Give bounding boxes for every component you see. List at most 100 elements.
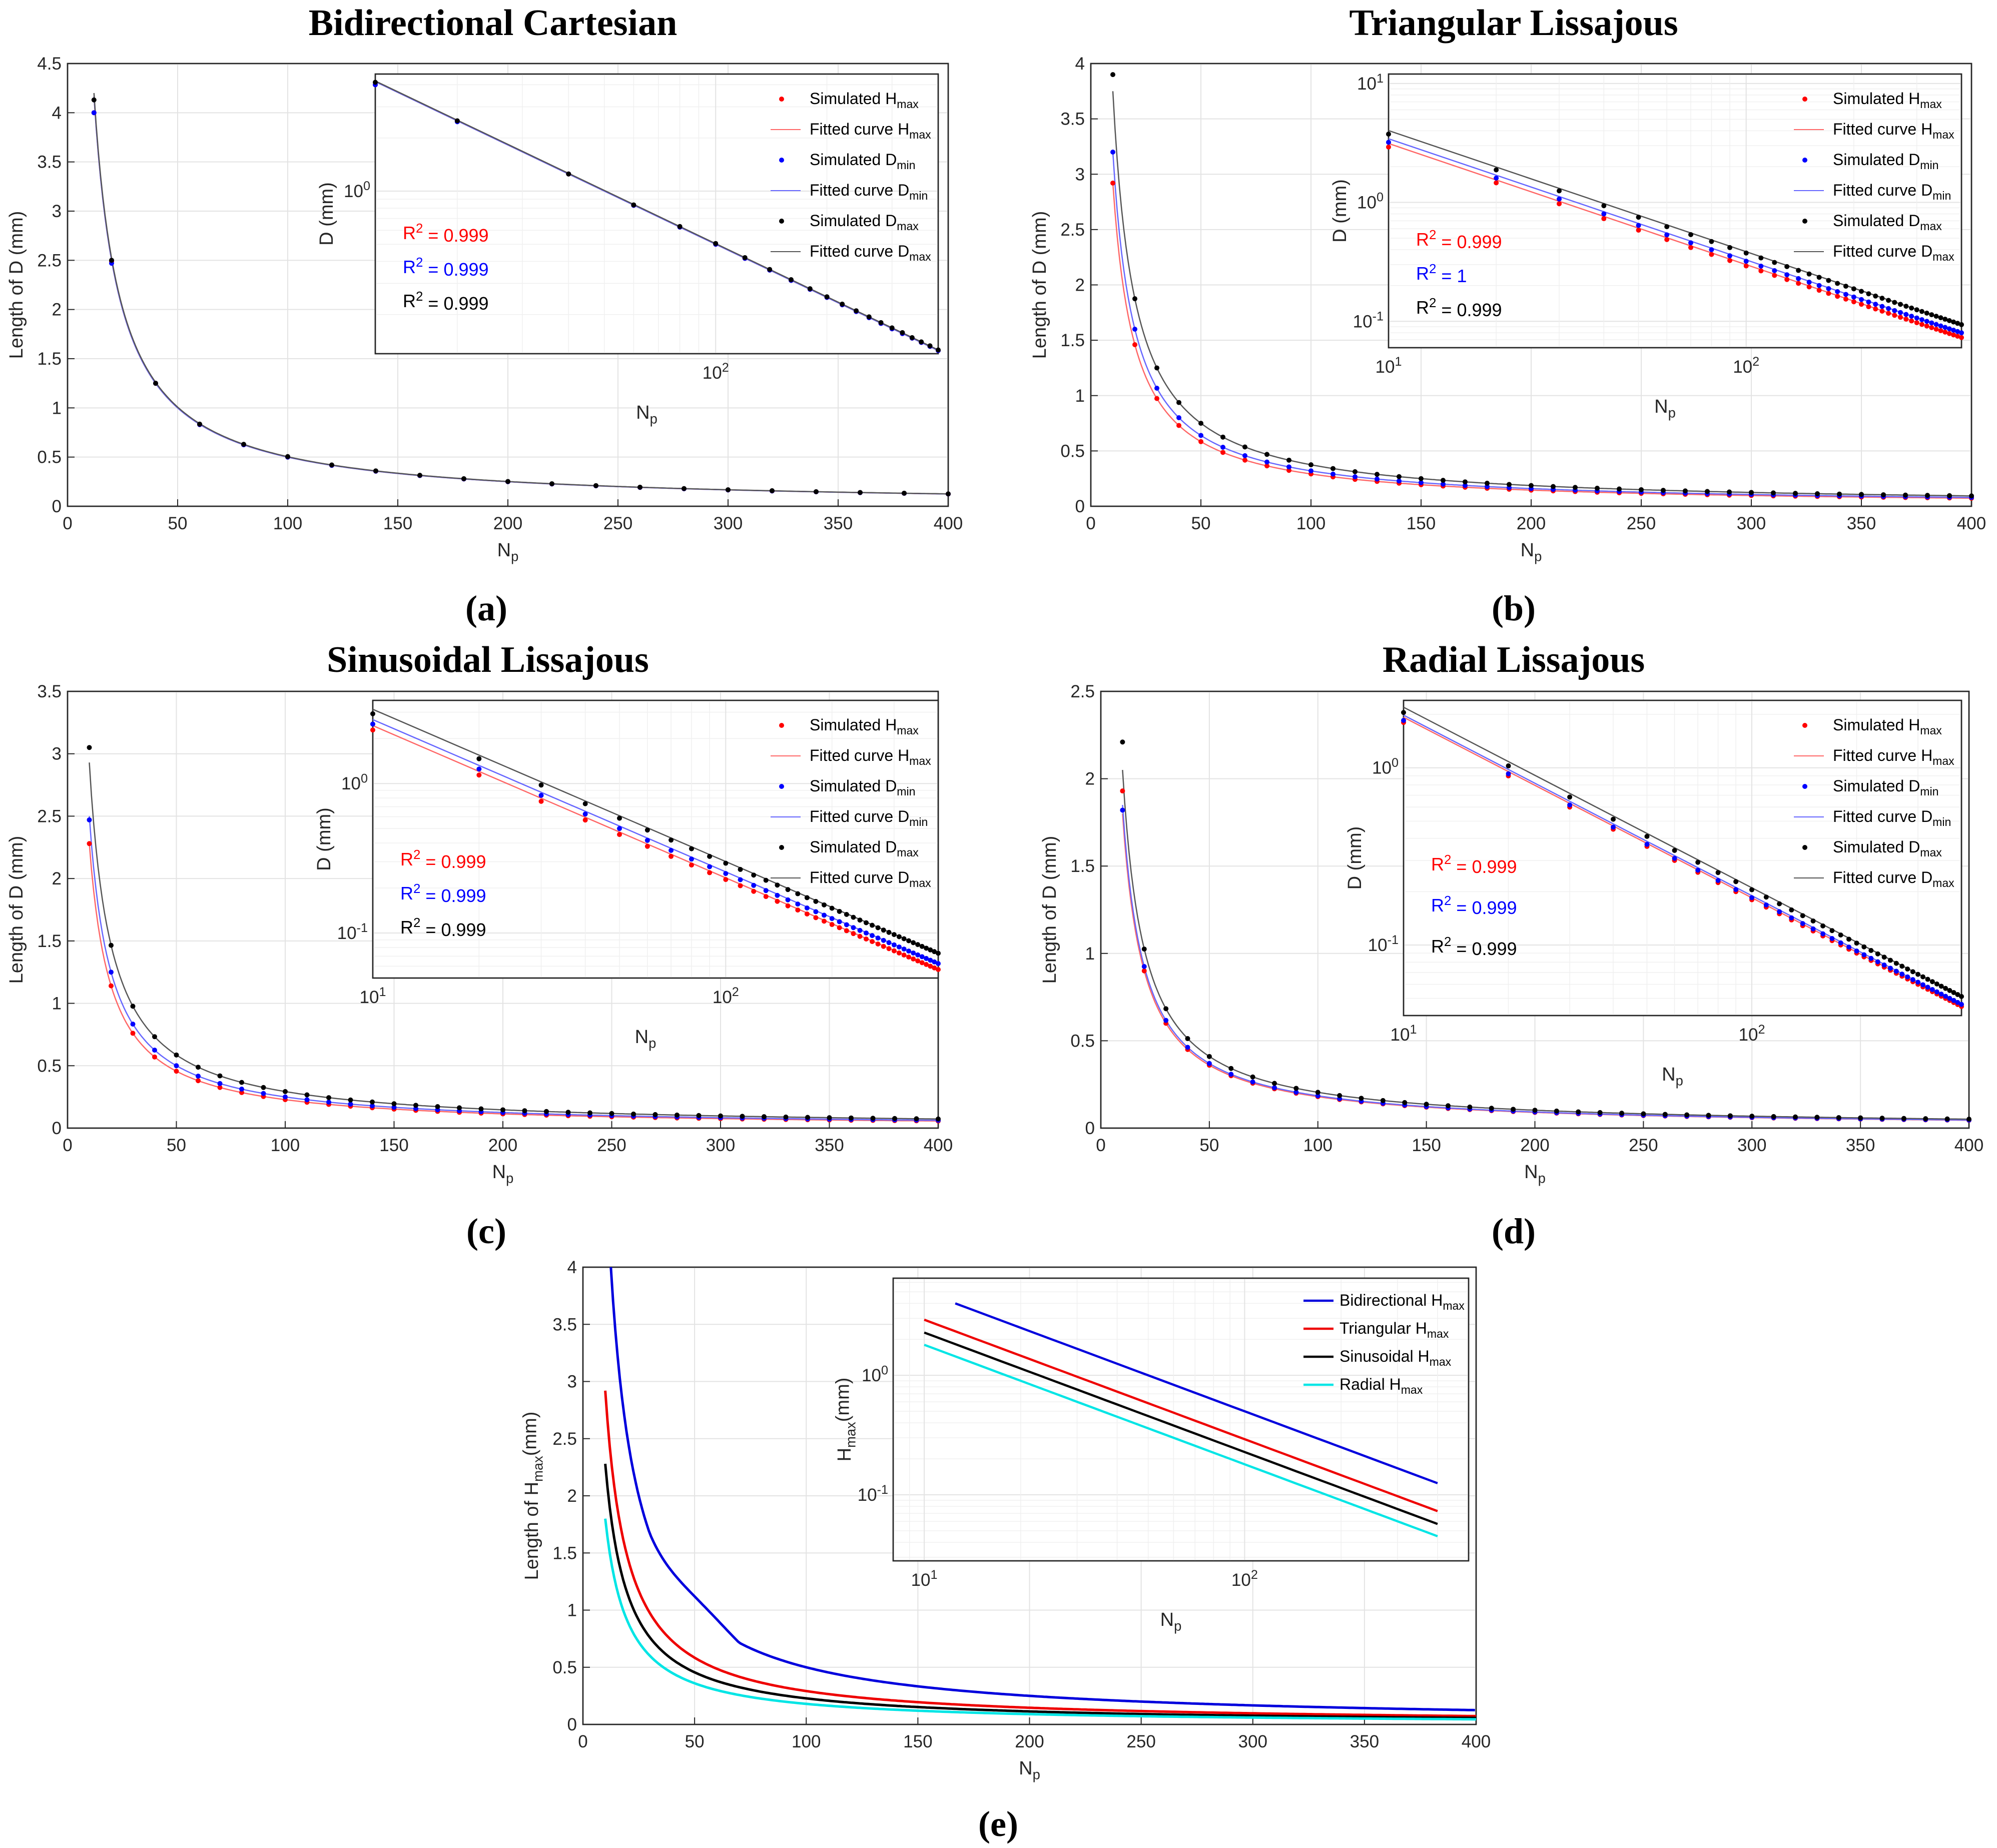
data-point-dmax — [1793, 1114, 1798, 1120]
legend-label: Simulated Dmax — [810, 838, 919, 859]
fitted-curve-dmax — [1122, 770, 1969, 1120]
inset-data-point-dmin — [775, 892, 780, 898]
legend-marker — [1802, 845, 1807, 850]
data-point-dmax — [1901, 1116, 1906, 1121]
inset-data-point-dmax — [1789, 907, 1794, 912]
inset-data-point-dmax — [1763, 894, 1769, 900]
inset-data-point-dmin — [1959, 330, 1964, 336]
y-tick-label: 2.5 — [1060, 220, 1085, 240]
x-tick-label: 100 — [273, 514, 302, 533]
inset-data-point-dmax — [932, 949, 937, 955]
inset-data-point-dmax — [1749, 887, 1754, 892]
inset-data-point-dmax — [669, 837, 674, 843]
data-point-dmax — [936, 1116, 941, 1122]
inset-data-point-dmin — [1892, 308, 1897, 313]
inset-data-point-hmax — [1636, 228, 1641, 233]
data-point-dmax — [1264, 452, 1269, 457]
data-point-dmax — [522, 1108, 527, 1114]
inset-x-axis-label: Np — [1160, 1609, 1182, 1634]
data-point-dmax — [1573, 485, 1578, 490]
legend-label: Simulated Dmax — [1833, 838, 1942, 859]
y-tick-label: 3.5 — [37, 153, 62, 172]
inset-x-tick-label: 101 — [1376, 355, 1402, 377]
data-point-dmax — [1353, 469, 1358, 474]
inset: 102 100 Np D (mm) R2 = 0.999 R2 = 0.999 R2 = 0… — [316, 73, 941, 427]
inset-data-point-dmax — [1946, 318, 1952, 323]
y-tick-label: 1.5 — [1060, 331, 1085, 350]
data-point-dmax — [1272, 1081, 1277, 1086]
data-point-dmax — [1467, 1104, 1473, 1110]
data-point-dmax — [593, 483, 598, 488]
inset-data-point-dmax — [476, 756, 482, 761]
inset-data-point-hmax — [1806, 284, 1812, 290]
legend-label: Simulated Hmax — [1833, 716, 1942, 737]
inset-data-point-hmax — [1727, 258, 1733, 263]
inset-data-point-dmin — [1881, 963, 1887, 968]
data-point-dmax — [1684, 1112, 1690, 1118]
inset-data-point-dmax — [1861, 944, 1867, 950]
data-point-dmin — [348, 1102, 353, 1107]
inset-data-point-dmin — [844, 922, 849, 928]
inset-data-point-dmin — [538, 792, 544, 798]
inset-data-point-dmin — [1772, 268, 1777, 274]
inset-data-point-hmax — [738, 883, 743, 888]
data-point-hmax — [1176, 423, 1181, 428]
data-point-dmax — [1947, 493, 1952, 498]
inset-data-point-dmin — [1879, 304, 1885, 309]
inset-data-point-dmin — [886, 940, 892, 946]
inset-data-point-dmin — [1866, 299, 1871, 305]
data-point-dmax — [1286, 457, 1291, 463]
inset-data-point-dmax — [1664, 224, 1670, 230]
inset-data-point-hmax — [370, 727, 375, 733]
inset-data-point-dmax — [1858, 289, 1864, 294]
line-sinusoidal — [604, 1463, 1476, 1719]
data-point-dmax — [1706, 1113, 1711, 1118]
data-point-dmax — [1337, 1093, 1343, 1098]
inset-data-point-dmin — [1601, 211, 1607, 217]
x-tick-label: 300 — [706, 1136, 735, 1155]
inset-data-point-dmax — [1644, 833, 1650, 839]
inset-data-point-dmax — [689, 846, 694, 851]
data-point-dmin — [217, 1081, 223, 1086]
inset-data-point-dmax — [919, 944, 925, 949]
inset-data-point-dmin — [1664, 232, 1670, 238]
data-point-dmax — [478, 1106, 484, 1112]
inset-data-point-dmax — [928, 947, 933, 953]
y-tick-label: 1 — [1085, 944, 1095, 964]
inset-data-point-hmax — [689, 862, 694, 868]
inset-x-axis-label: Np — [1662, 1064, 1683, 1089]
inset-data-point-dmax — [751, 872, 757, 878]
data-point-dmax — [87, 745, 92, 750]
inset-data-point-dmin — [1789, 915, 1794, 920]
data-point-dmax — [718, 1113, 723, 1119]
inset-data-point-dmin — [1875, 959, 1880, 965]
inset-data-point-dmax — [1919, 309, 1924, 314]
x-axis-label: Np — [1019, 1758, 1040, 1782]
inset-data-point-hmax — [1772, 273, 1777, 278]
x-tick-label: 0 — [63, 514, 72, 533]
inset-data-point-dmin — [1733, 887, 1739, 892]
x-tick-label: 150 — [383, 514, 412, 533]
data-point-dmin — [196, 1074, 201, 1079]
inset-data-point-dmin — [936, 961, 941, 967]
data-point-dmax — [174, 1052, 179, 1058]
inset-fitted-curve-hmax — [1388, 143, 1962, 338]
data-point-dmax — [1359, 1096, 1364, 1101]
inset-data-point-dmin — [1898, 310, 1903, 315]
x-tick-label: 0 — [63, 1136, 72, 1155]
inset-data-point-dmin — [1810, 926, 1816, 932]
inset-data-point-dmax — [900, 330, 905, 335]
r-squared-dmax: R2 = 0.999 — [403, 290, 489, 314]
inset-data-point-dmax — [1494, 167, 1499, 173]
x-tick-label: 400 — [934, 514, 963, 533]
data-point-dmax — [1661, 488, 1666, 493]
inset-data-point-dmin — [1743, 259, 1749, 264]
inset-data-point-dmin — [821, 912, 827, 918]
inset-data-point-dmax — [1903, 304, 1909, 309]
data-point-dmax — [1176, 400, 1181, 405]
x-tick-label: 250 — [597, 1136, 626, 1155]
data-point-dmax — [152, 1034, 157, 1040]
x-axis-label: Np — [497, 540, 519, 564]
inset-x-axis-label: Np — [635, 1027, 656, 1051]
inset-data-point-dmax — [837, 908, 842, 914]
